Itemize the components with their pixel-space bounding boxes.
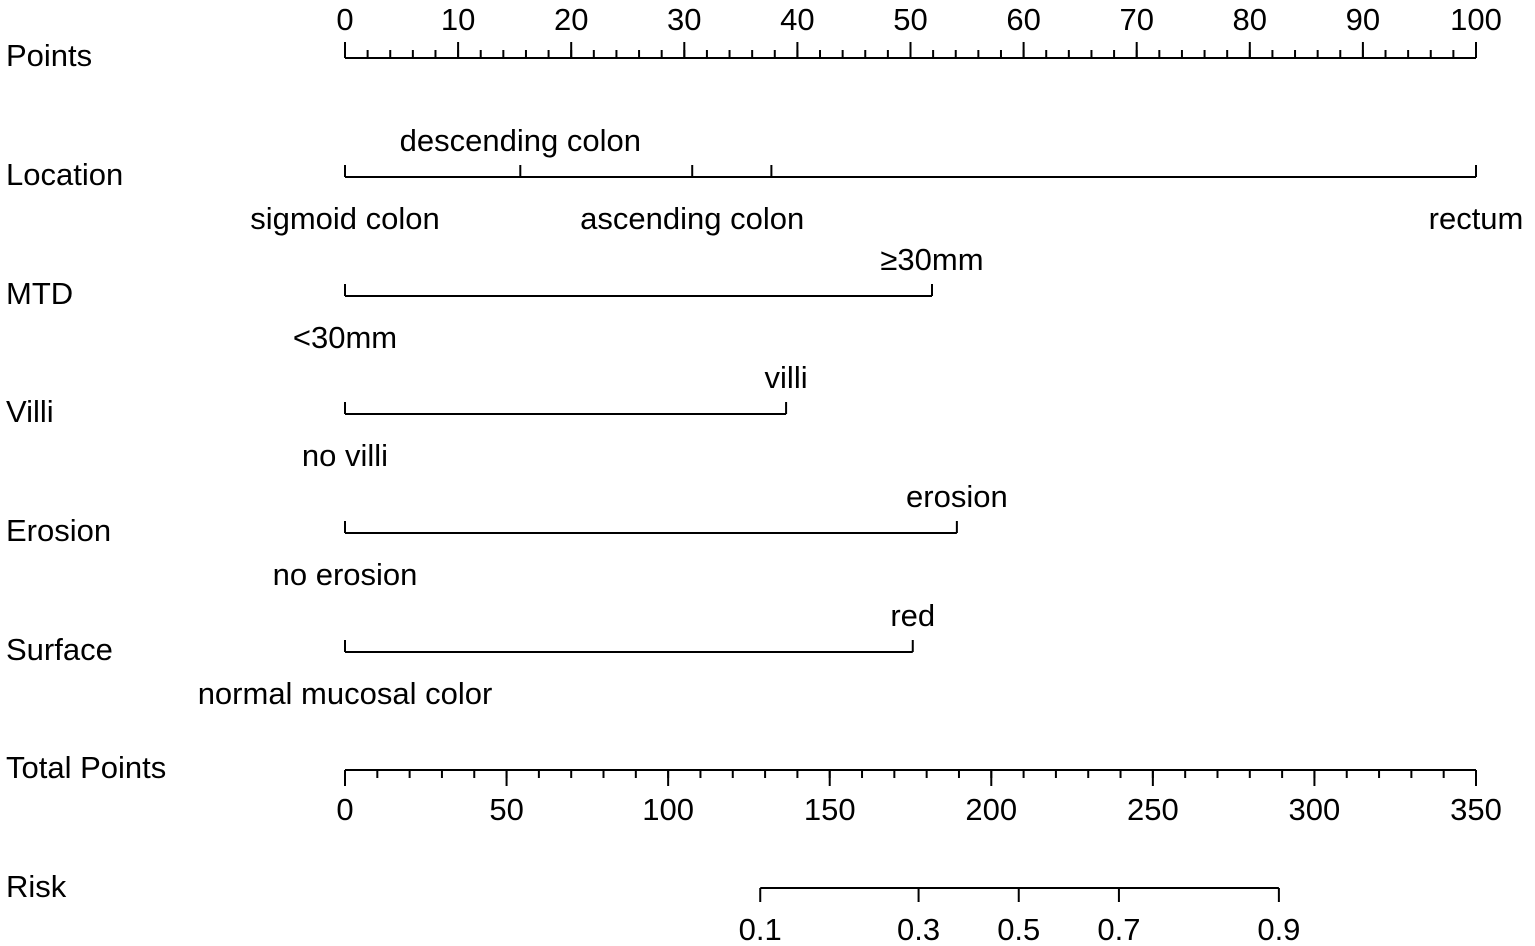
total-points-tick-label: 200 bbox=[965, 792, 1017, 827]
points-tick-label: 0 bbox=[336, 2, 353, 37]
location-level-label: ascending colon bbox=[580, 201, 804, 236]
erosion-level-label: no erosion bbox=[273, 557, 418, 592]
villi-level-label: no villi bbox=[302, 438, 388, 473]
mtd-level-label: ≥30mm bbox=[880, 242, 983, 277]
risk-tick-label: 0.1 bbox=[739, 912, 782, 946]
total-points-tick-label: 100 bbox=[642, 792, 694, 827]
points-row-label: Points bbox=[6, 38, 92, 73]
total-points-tick-label: 0 bbox=[336, 792, 353, 827]
total-points-tick-label: 50 bbox=[489, 792, 523, 827]
risk-tick-label: 0.9 bbox=[1257, 912, 1300, 946]
location-level-label: descending colon bbox=[400, 123, 641, 158]
points-tick-label: 10 bbox=[441, 2, 475, 37]
mtd-row-label: MTD bbox=[6, 276, 73, 311]
points-tick-label: 100 bbox=[1450, 2, 1502, 37]
total-points-axis: 0 50 100 150 200 250 300 350 bbox=[336, 769, 1502, 827]
row-labels: Points Location MTD Villi Erosion Surfac… bbox=[6, 38, 166, 904]
points-tick-label: 50 bbox=[893, 2, 927, 37]
erosion-row-label: Erosion bbox=[6, 513, 111, 548]
villi-level-label: villi bbox=[765, 360, 808, 395]
points-tick-label: 60 bbox=[1006, 2, 1040, 37]
points-tick-label: 20 bbox=[554, 2, 588, 37]
risk-row-label: Risk bbox=[6, 869, 67, 904]
points-tick-label: 40 bbox=[780, 2, 814, 37]
risk-tick-label: 0.3 bbox=[897, 912, 940, 946]
erosion-level-label: erosion bbox=[906, 479, 1008, 514]
total-points-tick-label: 150 bbox=[804, 792, 856, 827]
variable-rows: sigmoid colon descending colon ascending c… bbox=[198, 123, 1524, 711]
villi-row-label: Villi bbox=[6, 394, 54, 429]
risk-tick-label: 0.7 bbox=[1097, 912, 1140, 946]
total-points-tick-label: 350 bbox=[1450, 792, 1502, 827]
location-level-label: sigmoid colon bbox=[250, 201, 440, 236]
total-points-tick-label: 250 bbox=[1127, 792, 1179, 827]
surface-level-label: red bbox=[890, 598, 935, 633]
risk-tick-label: 0.5 bbox=[997, 912, 1040, 946]
total-points-tick-label: 300 bbox=[1289, 792, 1341, 827]
surface-level-label: normal mucosal color bbox=[198, 676, 493, 711]
points-tick-label: 90 bbox=[1346, 2, 1380, 37]
location-level-label: rectum bbox=[1429, 201, 1524, 236]
surface-row-label: Surface bbox=[6, 632, 113, 667]
points-tick-label: 30 bbox=[667, 2, 701, 37]
mtd-level-label: <30mm bbox=[293, 320, 397, 355]
points-tick-label: 80 bbox=[1233, 2, 1267, 37]
points-axis: 0 10 20 30 40 50 60 70 80 90 100 bbox=[336, 2, 1502, 59]
risk-axis: 0.1 0.3 0.5 0.7 0.9 bbox=[739, 887, 1300, 946]
location-row-label: Location bbox=[6, 157, 123, 192]
total-points-row-label: Total Points bbox=[6, 750, 166, 785]
points-tick-label: 70 bbox=[1119, 2, 1153, 37]
